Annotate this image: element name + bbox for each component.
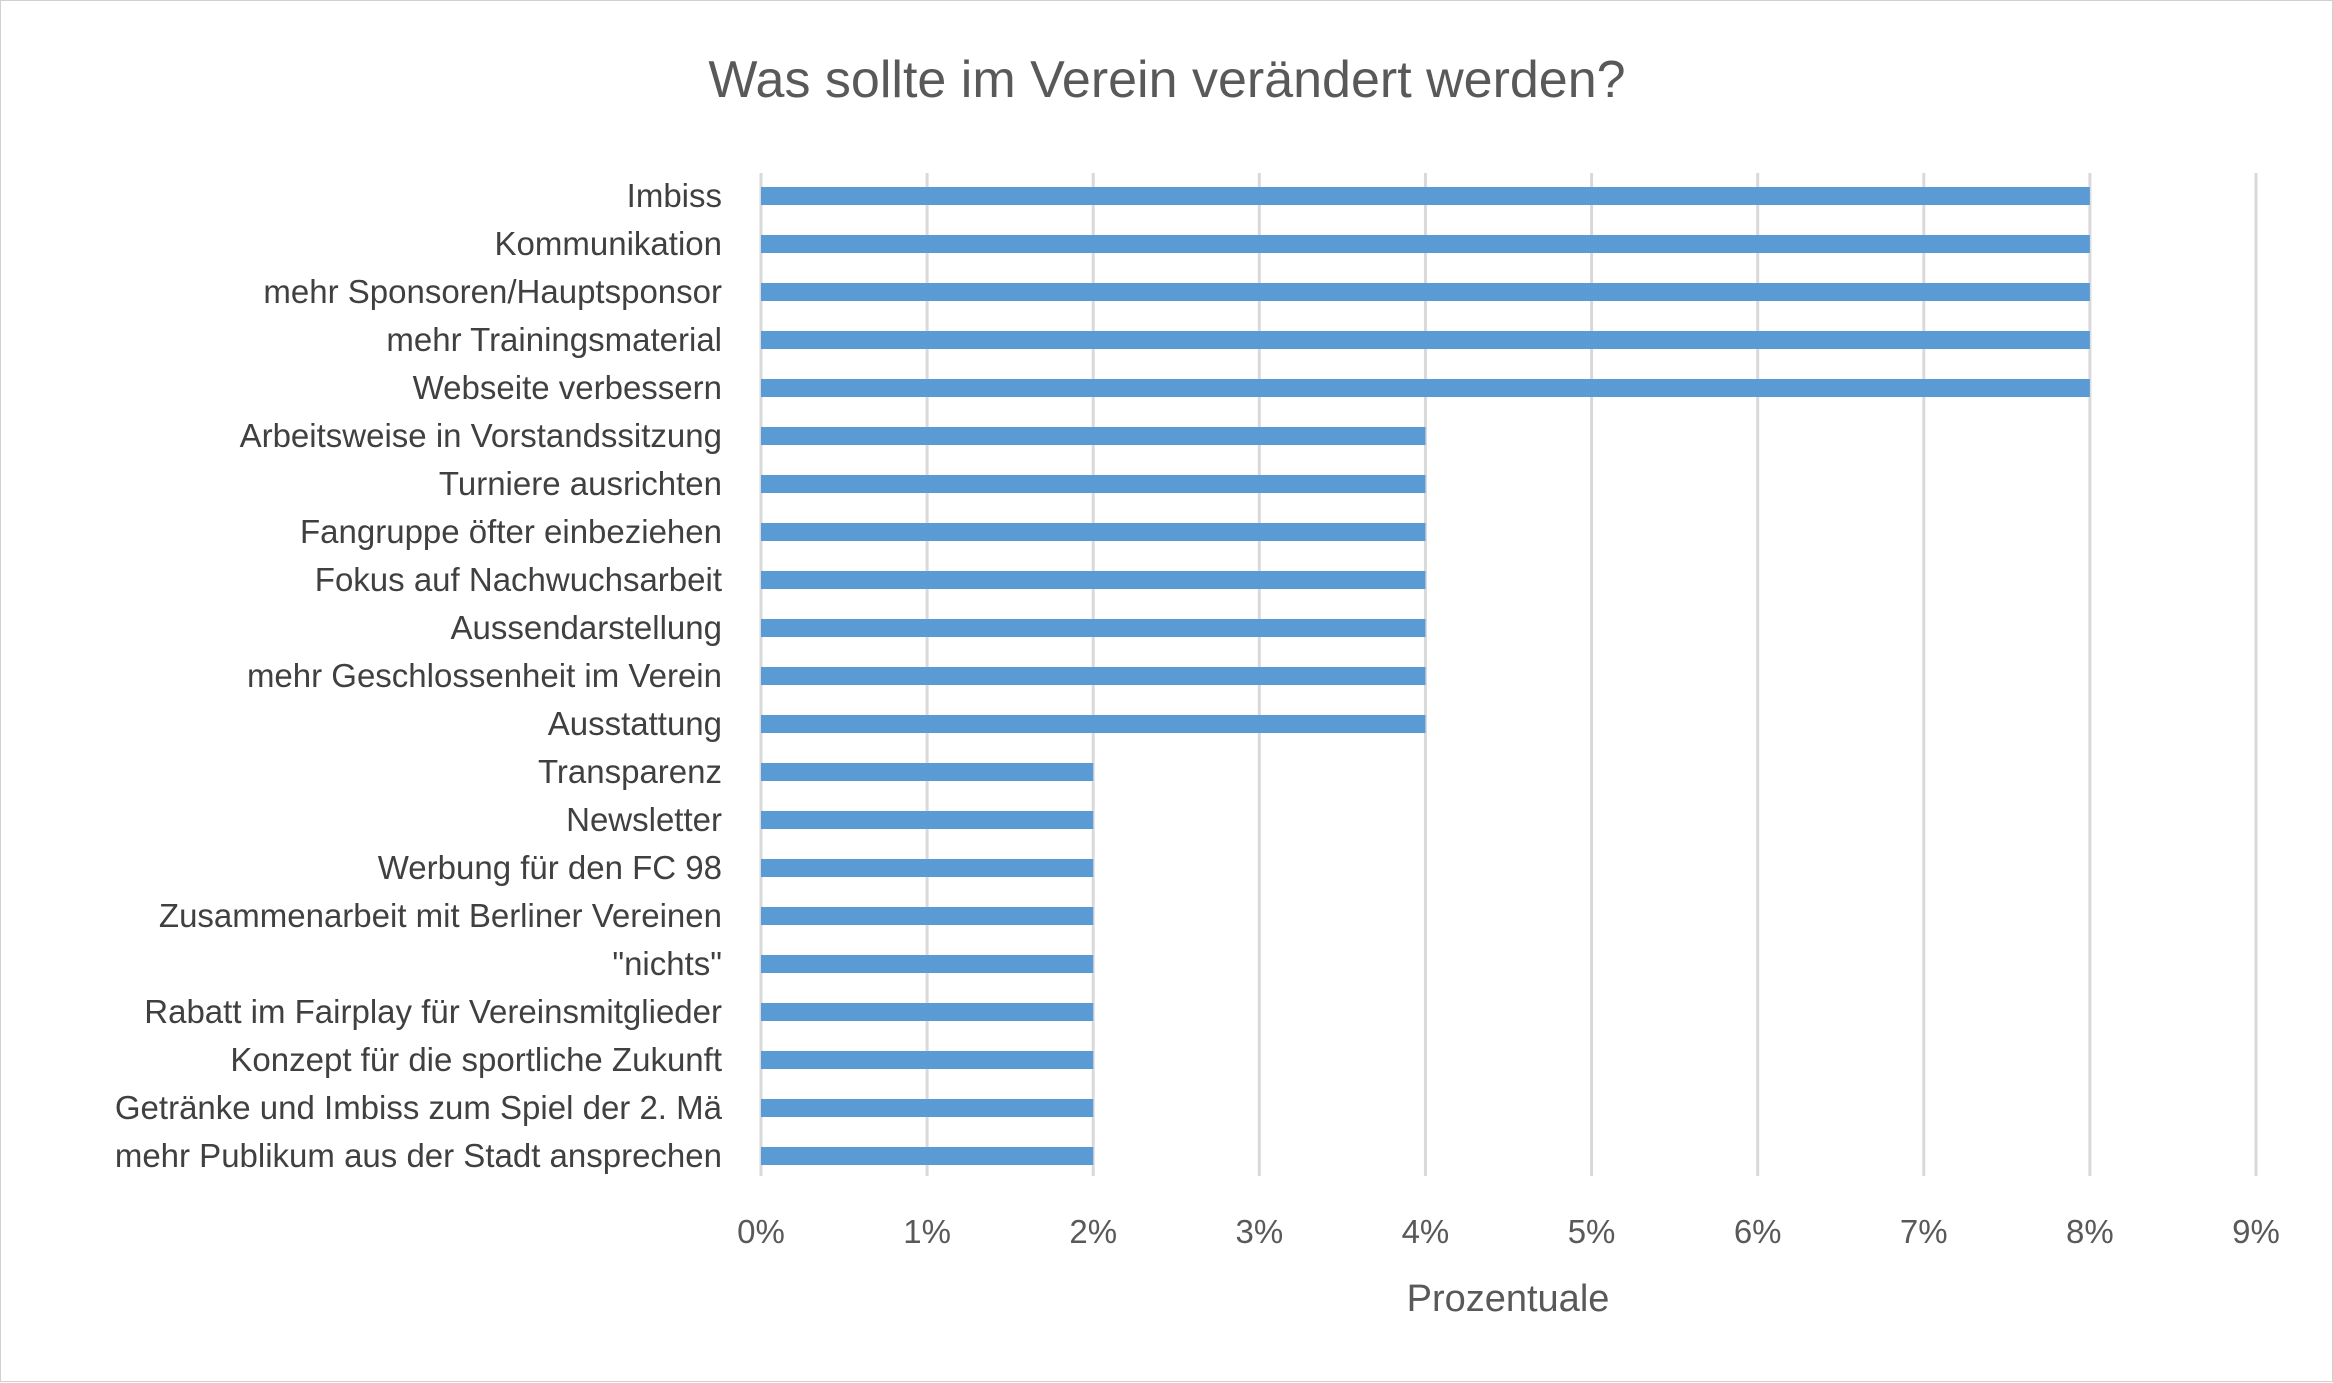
category-label: mehr Publikum aus der Stadt ansprechen	[115, 1137, 722, 1174]
bar	[761, 523, 1426, 541]
category-label: Kommunikation	[495, 225, 722, 262]
category-label: Getränke und Imbiss zum Spiel der 2. Mä	[115, 1089, 723, 1126]
category-label: Turniere ausrichten	[439, 465, 722, 502]
category-label: Transparenz	[538, 753, 722, 790]
category-label: Rabatt im Fairplay für Vereinsmitglieder	[144, 993, 722, 1030]
bar	[761, 283, 2090, 301]
x-tick-label: 7%	[1900, 1213, 1948, 1250]
bar	[761, 235, 2090, 253]
chart-title: Was sollte im Verein verändert werden?	[708, 51, 1625, 109]
bar	[761, 763, 1094, 781]
category-label: Webseite verbessern	[413, 369, 722, 406]
category-label: Newsletter	[566, 801, 722, 838]
category-label: mehr Sponsoren/Hauptsponsor	[263, 273, 722, 310]
category-labels: Imbiss Kommunikation mehr Sponsoren/Haupts…	[115, 177, 723, 1174]
x-tick-labels: 0% 1% 2% 3% 4% 5% 6% 7% 8% 9%	[737, 1213, 2280, 1250]
category-label: Fokus auf Nachwuchsarbeit	[315, 561, 722, 598]
bar	[761, 715, 1426, 733]
x-axis-title: Prozentuale	[1407, 1278, 1610, 1320]
bar	[761, 427, 1426, 445]
category-label: mehr Trainingsmaterial	[386, 321, 722, 358]
bar	[761, 811, 1094, 829]
bar	[761, 379, 2090, 397]
bar	[761, 1003, 1094, 1021]
x-tick-label: 2%	[1069, 1213, 1117, 1250]
bar	[761, 1147, 1094, 1165]
category-label: Ausstattung	[548, 705, 722, 742]
category-label: Werbung für den FC 98	[378, 849, 722, 886]
bar	[761, 475, 1426, 493]
x-tick-label: 4%	[1402, 1213, 1450, 1250]
category-label: Fangruppe öfter einbeziehen	[300, 513, 722, 550]
x-tick-label: 1%	[903, 1213, 951, 1250]
x-tick-label: 9%	[2232, 1213, 2280, 1250]
bar	[761, 619, 1426, 637]
x-tick-label: 8%	[2066, 1213, 2114, 1250]
x-tick-label: 3%	[1235, 1213, 1283, 1250]
bar	[761, 331, 2090, 349]
x-tick-label: 5%	[1568, 1213, 1616, 1250]
category-label: Konzept für die sportliche Zukunft	[230, 1041, 722, 1078]
category-label: Arbeitsweise in Vorstandssitzung	[240, 417, 722, 454]
bar	[761, 1051, 1094, 1069]
bar	[761, 667, 1426, 685]
category-label: "nichts"	[612, 945, 722, 982]
bar	[761, 955, 1094, 973]
category-label: Aussendarstellung	[450, 609, 722, 646]
bars	[761, 187, 2090, 1165]
x-tick-label: 6%	[1734, 1213, 1782, 1250]
category-label: Zusammenarbeit mit Berliner Vereinen	[159, 897, 722, 934]
category-label: Imbiss	[627, 177, 722, 214]
bar	[761, 187, 2090, 205]
bar	[761, 907, 1094, 925]
bar	[761, 571, 1426, 589]
x-tick-label: 0%	[737, 1213, 785, 1250]
category-label: mehr Geschlossenheit im Verein	[247, 657, 722, 694]
bar	[761, 1099, 1094, 1117]
bar	[761, 859, 1094, 877]
